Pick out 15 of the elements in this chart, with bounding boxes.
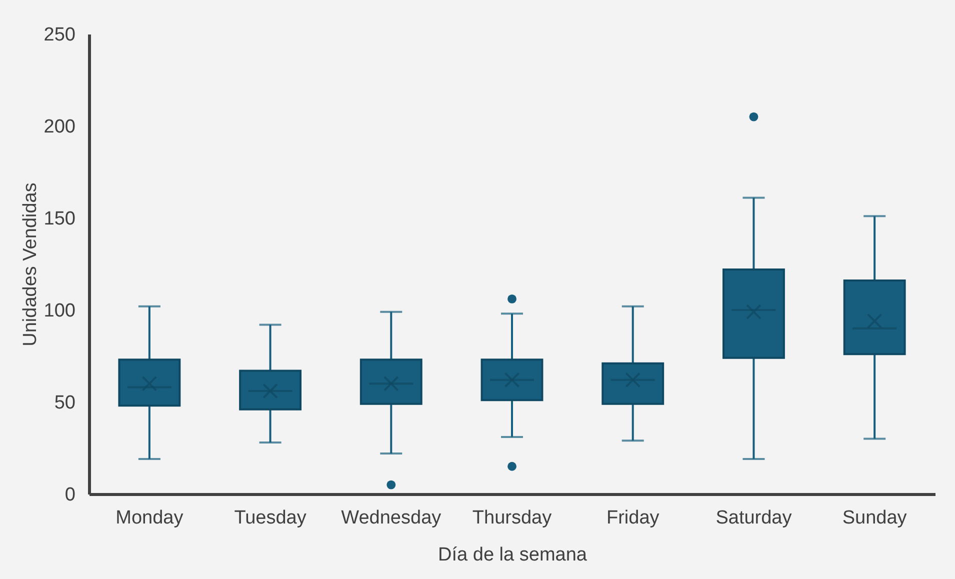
- y-axis-title: Unidades Vendidas: [20, 182, 41, 346]
- y-tick-label: 250: [44, 24, 76, 46]
- x-tick-label: Wednesday: [341, 508, 442, 528]
- x-tick-label: Monday: [116, 508, 184, 528]
- x-tick-label: Friday: [606, 508, 660, 528]
- x-tick-label: Tuesday: [234, 508, 307, 528]
- y-tick-label: 50: [54, 392, 76, 414]
- y-tick-label: 100: [44, 300, 76, 322]
- x-tick-label: Sunday: [842, 508, 908, 528]
- x-axis-title: Día de la semana: [438, 544, 588, 566]
- y-tick-label: 150: [44, 208, 76, 230]
- y-tick-label: 200: [44, 116, 76, 138]
- x-tick-label: Thursday: [472, 508, 552, 528]
- y-tick-label: 0: [64, 484, 76, 506]
- x-tick-label: Saturday: [716, 508, 792, 528]
